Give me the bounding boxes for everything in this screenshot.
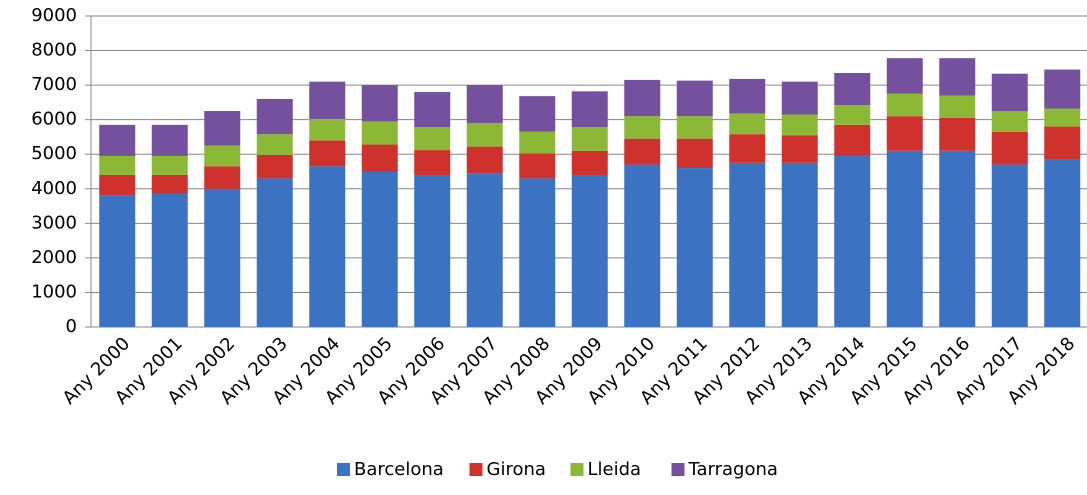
y-tick-label: 3000: [31, 212, 77, 233]
bar-segment: [414, 127, 451, 151]
bar-segment: [624, 116, 661, 139]
legend-swatch: [570, 463, 584, 476]
bar-segment: [1044, 159, 1081, 327]
bar-segment: [729, 113, 766, 135]
bar-segment: [519, 96, 556, 132]
bar-segment: [519, 178, 556, 327]
legend-swatch: [671, 463, 685, 476]
legend-label: Tarragona: [688, 459, 778, 480]
bar-segment: [781, 81, 818, 115]
bar-segment: [676, 168, 713, 327]
bar-segment: [939, 95, 976, 118]
bar-segment: [151, 193, 188, 327]
bar-segment: [991, 131, 1028, 165]
bar-segment: [414, 92, 451, 128]
bar-segment: [571, 150, 608, 175]
bar-segment: [309, 166, 346, 327]
bar-segment: [729, 78, 766, 114]
bar-segment: [886, 93, 923, 117]
bar-segment: [834, 124, 871, 156]
bar-segment: [1044, 108, 1081, 127]
bar-segment: [886, 150, 923, 327]
y-tick-label: 4000: [31, 178, 77, 199]
bar-segment: [466, 173, 503, 327]
legend-label: Lleida: [588, 459, 642, 480]
y-tick-label: 6000: [31, 109, 77, 130]
bar-segment: [361, 171, 398, 327]
bar-segment: [834, 155, 871, 327]
bar-segment: [834, 73, 871, 106]
y-tick-label: 7000: [31, 74, 77, 95]
bar-segment: [309, 140, 346, 167]
bar-segment: [204, 111, 241, 146]
bar-segment: [624, 79, 661, 117]
bar-segment: [204, 145, 241, 167]
bar-segment: [519, 153, 556, 179]
bar-segment: [466, 123, 503, 147]
bar-segment: [676, 116, 713, 139]
bar-segment: [99, 124, 136, 156]
bar-segment: [676, 80, 713, 117]
bar-segment: [99, 155, 136, 175]
bar-segment: [1044, 69, 1081, 109]
y-tick-label: 0: [66, 316, 77, 337]
y-tick-label: 9000: [31, 5, 77, 26]
bar-segment: [939, 117, 976, 151]
bar-segment: [256, 98, 293, 135]
bar-segment: [99, 174, 136, 196]
bar-segment: [151, 174, 188, 194]
bar-segment: [729, 134, 766, 163]
bar-segment: [834, 105, 871, 125]
bar-segment: [991, 73, 1028, 112]
legend-swatch: [337, 463, 350, 476]
bar-segment: [99, 195, 136, 327]
legend-label: Girona: [487, 459, 546, 480]
bar-segment: [361, 144, 398, 172]
y-tick-label: 1000: [31, 281, 77, 302]
bar-segment: [151, 155, 188, 175]
bar-segment: [309, 81, 346, 119]
bar-segment: [729, 162, 766, 327]
bar-segment: [781, 162, 818, 327]
bar-segment: [204, 166, 241, 189]
bar-segment: [939, 150, 976, 327]
bar-segment: [414, 174, 451, 327]
bar-segment: [571, 91, 608, 128]
y-tick-label: 8000: [31, 40, 77, 61]
bar-segment: [519, 131, 556, 154]
bar-segment: [781, 114, 818, 136]
bar-segment: [361, 85, 398, 122]
bar-segment: [466, 146, 503, 174]
y-tick-label: 5000: [31, 143, 77, 164]
bar-segment: [624, 164, 661, 327]
bar-segment: [309, 118, 346, 141]
bar-segment: [886, 58, 923, 94]
bar-segment: [571, 174, 608, 327]
bar-segment: [886, 116, 923, 151]
bar-segment: [151, 124, 188, 156]
bar-segment: [991, 164, 1028, 327]
bar-segment: [466, 85, 503, 124]
bar-segment: [1044, 126, 1081, 160]
legend-swatch: [469, 463, 483, 476]
bar-segment: [256, 134, 293, 155]
bar-segment: [571, 127, 608, 151]
bar-segment: [624, 138, 661, 165]
bar-segment: [414, 150, 451, 175]
bar-segment: [204, 188, 241, 327]
y-tick-label: 2000: [31, 247, 77, 268]
bar-segment: [781, 135, 818, 163]
bar-segment: [256, 178, 293, 327]
bar-segment: [939, 58, 976, 96]
legend-label: Barcelona: [354, 459, 444, 480]
bar-segment: [991, 111, 1028, 132]
bar-segment: [256, 154, 293, 179]
bar-segment: [676, 138, 713, 169]
bar-segment: [361, 121, 398, 145]
